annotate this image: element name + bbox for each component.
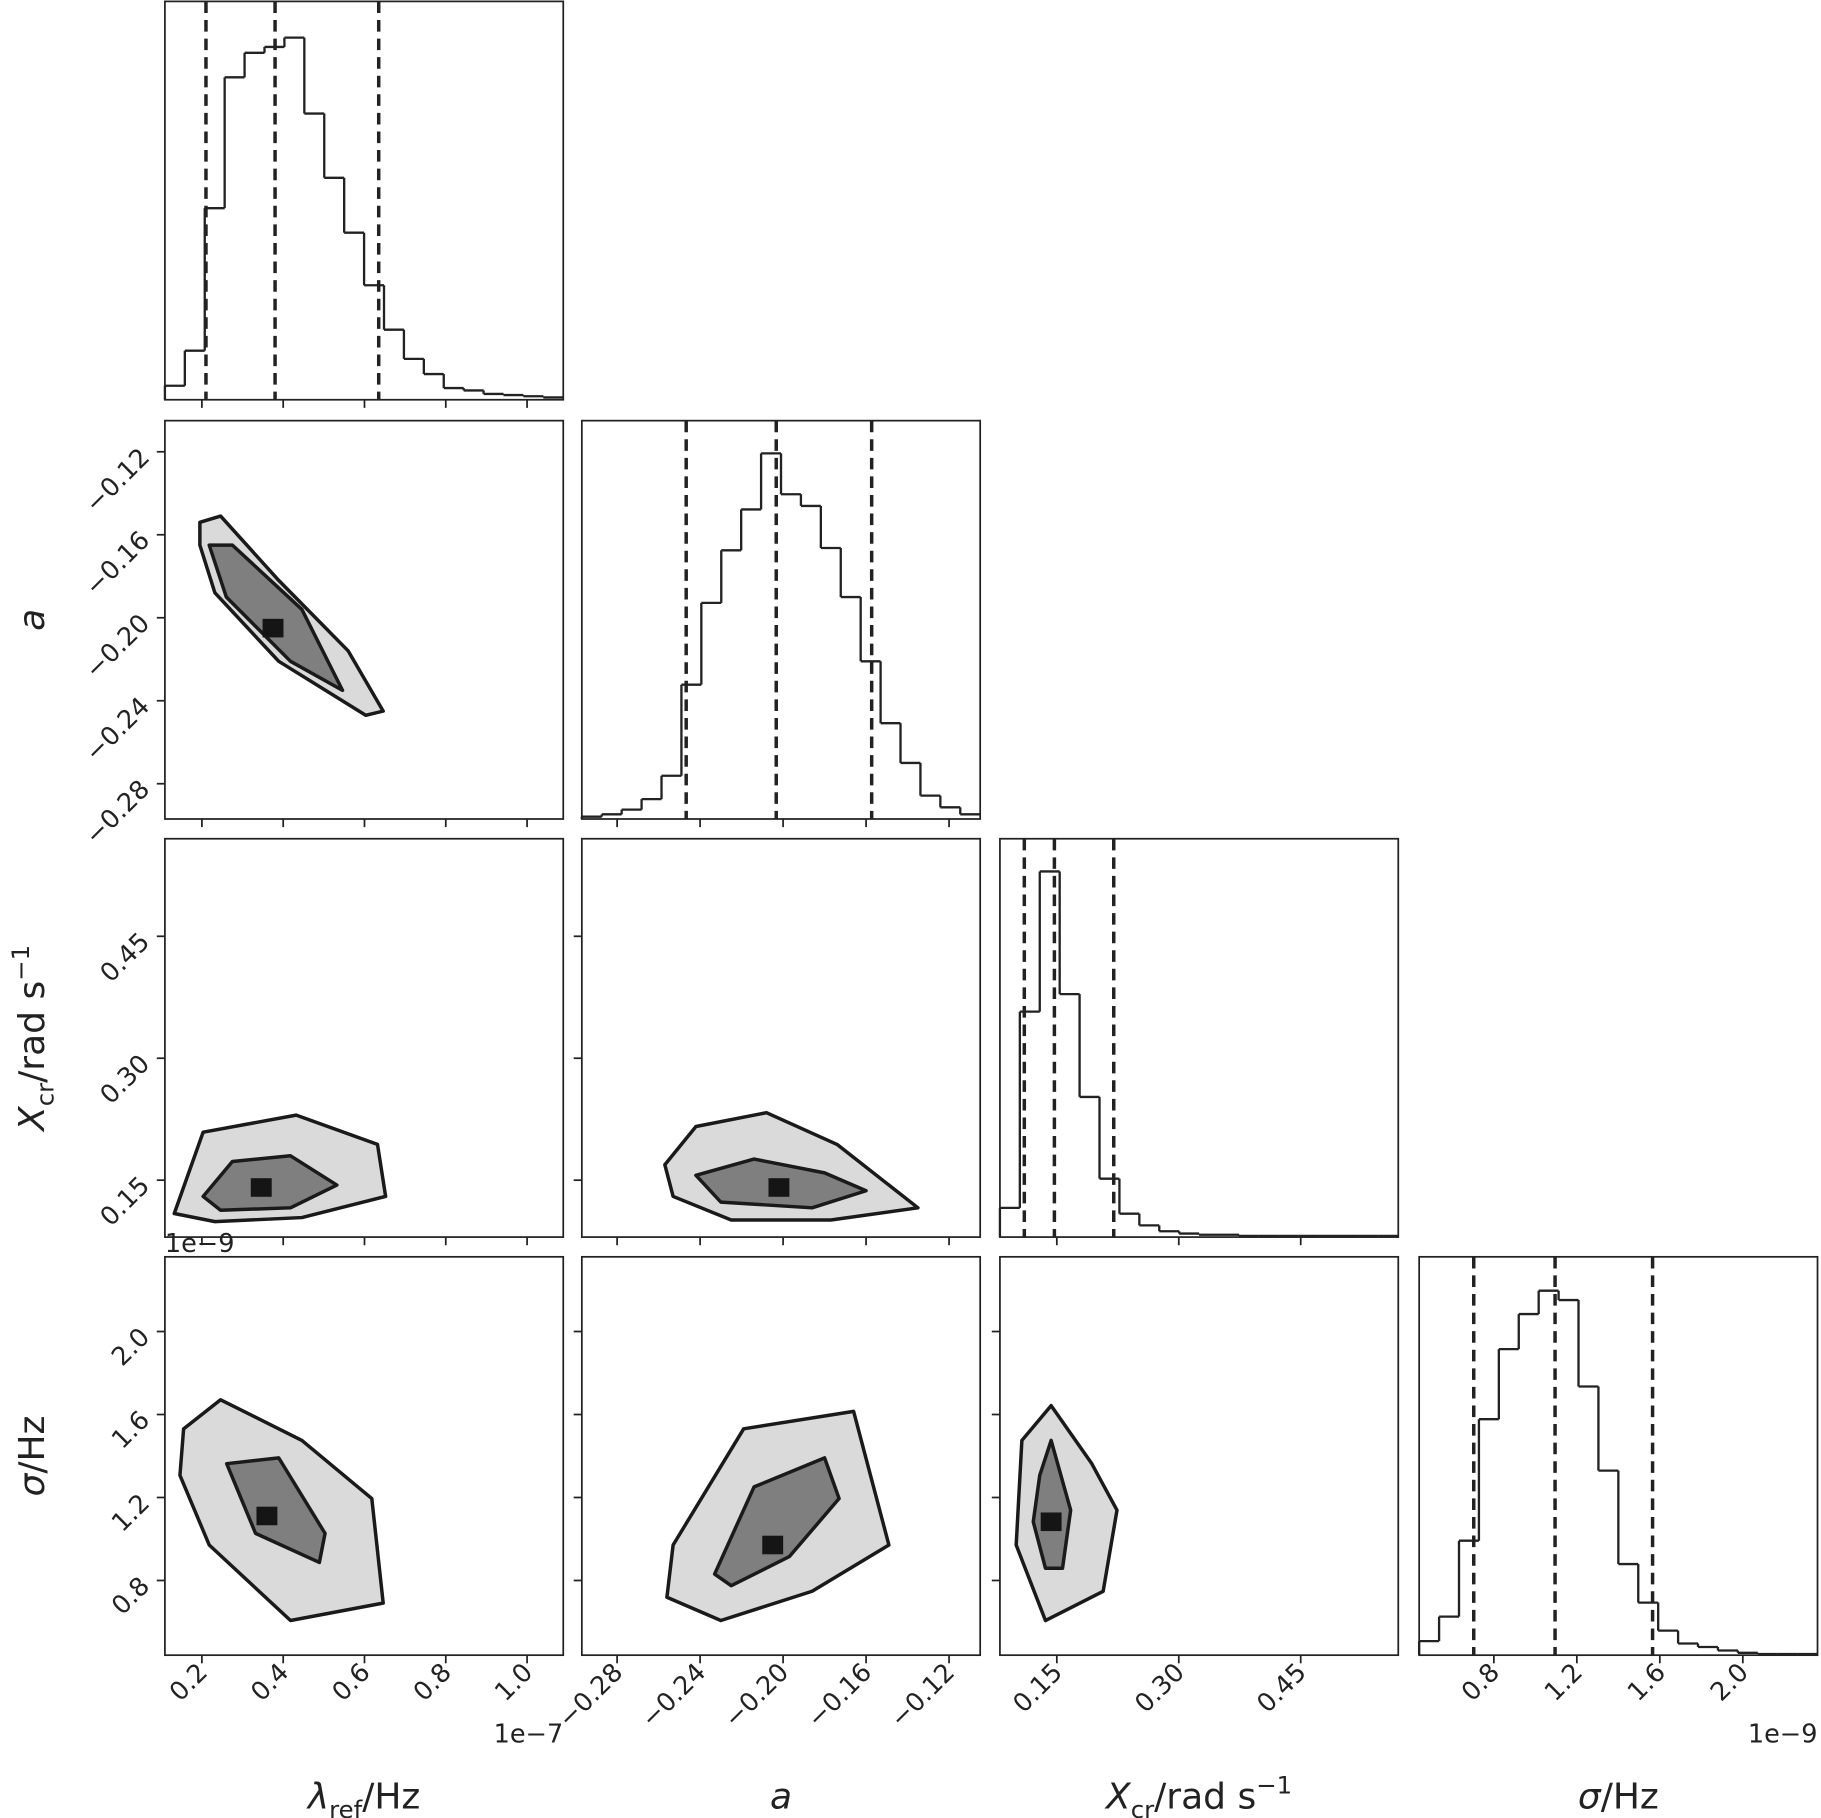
offset-text: 1e−7 [494,1719,564,1749]
label-symbol: a [770,1776,792,1817]
x-tick-label: 0.8 [1456,1657,1506,1707]
label-sub: ref [329,1795,363,1818]
y-tick-label: 0.30 [95,1049,156,1110]
label-symbol: X [12,1105,53,1133]
axis-label: a [12,609,53,631]
y-tick-label: −0.28 [79,774,156,851]
panel-frame [999,837,1400,1238]
label-unit: /Hz [1601,1776,1659,1817]
y-tick-label: 1.6 [106,1405,156,1455]
x-tick-label: 0.4 [245,1657,295,1707]
label-symbol: λ [306,1776,329,1817]
x-tick-label: 1.0 [489,1657,539,1707]
panel-frame [164,419,565,820]
x-tick-label: 2.0 [1705,1657,1755,1707]
axis-label: Xcr/rad s−1 [1104,1770,1292,1818]
x-tick-label: 1.2 [1539,1657,1589,1707]
mode-cell [250,1178,272,1197]
panel-frame [1418,1255,1819,1657]
panel [198,514,385,718]
contour [712,1456,841,1588]
mode-cell [768,1178,790,1197]
mode-cell [256,1506,278,1526]
axis-label: λref/Hz [306,1776,421,1818]
y-tick-label: 0.15 [95,1171,156,1232]
offset-text: 1e−9 [165,1229,235,1259]
y-tick-label: −0.20 [79,608,156,685]
label-sub: cr [30,1082,59,1106]
x-tick-label: −0.24 [635,1657,712,1734]
axis-label: a [770,1776,792,1817]
x-tick-label: 0.8 [408,1657,458,1707]
y-tick-label: 1.2 [106,1488,156,1538]
y-tick-label: −0.24 [79,691,156,768]
panel [172,1113,388,1224]
mode-cell [262,618,284,638]
x-tick-label: 0.6 [326,1657,376,1707]
panel-frame [999,1255,1400,1657]
label-unit: /rad s [1154,1776,1256,1817]
panel [663,1110,920,1222]
label-sup: −1 [6,945,35,981]
axis-label: σ/Hz [1578,1776,1659,1817]
mode-cell [1040,1512,1062,1532]
label-unit: /rad s [12,981,53,1083]
label-symbol: a [12,609,53,631]
x-tick-label: −0.28 [552,1657,629,1734]
x-tick-label: 0.45 [1251,1657,1312,1718]
label-symbol: X [1104,1776,1132,1817]
offset-text: 1e−9 [1748,1719,1818,1749]
panel [1014,1403,1119,1623]
x-tick-label: 0.2 [164,1657,214,1707]
y-tick-label: −0.16 [79,525,156,602]
x-tick-label: 1.6 [1622,1657,1672,1707]
x-tick-label: 0.15 [1007,1657,1068,1718]
panel-frame [580,1255,982,1657]
panel-frame [580,419,982,820]
label-sup: −1 [1256,1770,1292,1799]
panel [178,1398,385,1623]
contour [1031,1438,1073,1570]
label-symbol: σ [1578,1776,1602,1817]
label-sub: cr [1131,1795,1155,1818]
label-symbol: σ [12,1472,53,1496]
y-tick-label: 0.45 [95,927,156,988]
y-tick-label: 0.8 [106,1571,156,1621]
x-tick-label: −0.16 [801,1657,878,1734]
contour [207,543,345,693]
label-unit: /Hz [12,1416,53,1474]
x-tick-label: −0.12 [884,1657,961,1734]
axis-label: σ/Hz [12,1416,53,1497]
axis-label: Xcr/rad s−1 [6,945,59,1133]
mode-cell [762,1535,784,1555]
x-tick-label: −0.20 [718,1657,795,1734]
y-tick-label: 2.0 [106,1322,156,1372]
x-tick-label: 0.30 [1129,1657,1190,1718]
y-tick-label: −0.12 [79,442,156,519]
label-unit: /Hz [362,1776,420,1817]
panel-frame [580,837,982,1238]
panel [665,1409,891,1623]
